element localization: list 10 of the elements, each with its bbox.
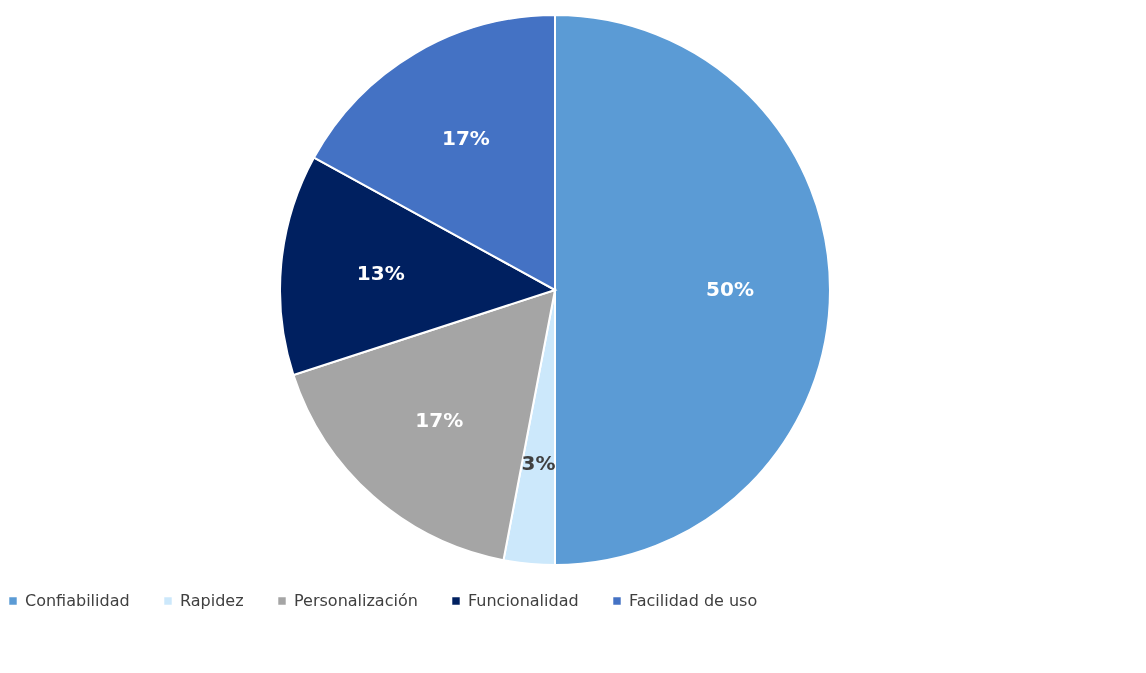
- legend-label: Funcionalidad: [468, 591, 579, 610]
- data-label: 3%: [521, 451, 556, 476]
- legend-label: Rapidez: [180, 591, 244, 610]
- legend-label: Facilidad de uso: [629, 591, 758, 610]
- data-label: 17%: [415, 408, 464, 433]
- data-label: 13%: [356, 260, 405, 285]
- legend-label: Confiabilidad: [25, 591, 130, 610]
- data-label: 17%: [441, 126, 490, 151]
- legend-label: Personalización: [294, 591, 418, 610]
- data-label: 50%: [706, 277, 754, 301]
